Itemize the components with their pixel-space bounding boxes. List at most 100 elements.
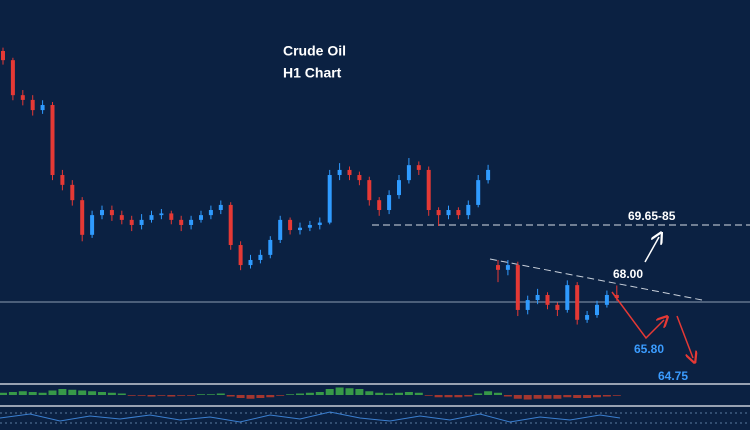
- candle-body: [614, 294, 619, 299]
- macd-bar: [335, 387, 344, 395]
- candle-body: [50, 105, 55, 176]
- macd-bar: [375, 392, 384, 395]
- candle-body: [337, 169, 342, 176]
- macd-bar: [583, 395, 592, 398]
- macd-bar: [563, 395, 572, 398]
- macd-bar: [286, 394, 295, 395]
- candle-body: [189, 219, 194, 225]
- candle-body: [307, 224, 312, 228]
- candle-body: [525, 300, 530, 310]
- candle-body: [585, 315, 590, 320]
- macd-bar: [305, 392, 314, 395]
- candle-body: [377, 200, 382, 211]
- candle-body: [416, 165, 421, 170]
- macd-bar: [38, 392, 47, 395]
- macd-bar: [58, 389, 67, 395]
- chart-subtitle: H1 Chart: [283, 65, 342, 81]
- macd-bar: [78, 390, 87, 395]
- macd-bar: [513, 395, 522, 399]
- macd-bar: [157, 395, 166, 396]
- macd-bar: [167, 395, 176, 397]
- candle-body: [30, 99, 35, 111]
- candle-body: [10, 60, 15, 96]
- macd-bar: [68, 389, 77, 395]
- macd-bar: [553, 395, 562, 399]
- candle-body: [595, 304, 599, 316]
- candle-body: [357, 175, 362, 181]
- candle-body: [545, 294, 550, 305]
- candle-body: [426, 169, 431, 211]
- arrow-down: [676, 315, 693, 358]
- macd-bar: [226, 395, 235, 397]
- macd-bar: [187, 395, 196, 396]
- macd-bar: [127, 395, 136, 396]
- macd-bar: [88, 391, 97, 395]
- macd-bar: [48, 390, 57, 395]
- arrow-up: [644, 237, 659, 263]
- macd-bar: [454, 395, 463, 398]
- annotation: 65.80: [634, 342, 664, 356]
- candle-body: [505, 265, 510, 270]
- macd-bar: [177, 395, 186, 396]
- macd-bar: [543, 395, 552, 399]
- macd-bar: [276, 395, 285, 396]
- macd-bar: [256, 395, 265, 398]
- macd-bar: [98, 392, 106, 395]
- candle-body: [496, 265, 500, 270]
- annotation: 64.75: [658, 369, 688, 383]
- macd-bar: [533, 395, 542, 399]
- candle-body: [565, 285, 570, 310]
- macd-bar: [197, 394, 205, 395]
- macd-bar: [385, 393, 394, 395]
- candle-body: [347, 169, 352, 176]
- candle-body: [70, 184, 75, 201]
- macd-bar: [206, 394, 215, 395]
- macd-bar: [434, 395, 443, 398]
- macd-bar: [236, 395, 245, 398]
- macd-bar: [28, 392, 37, 395]
- macd-bar: [345, 388, 354, 395]
- candle-body: [228, 204, 233, 246]
- macd-bar: [117, 393, 126, 395]
- macd-bar: [296, 393, 304, 395]
- candle-body: [119, 215, 124, 220]
- macd-bar: [503, 395, 512, 397]
- macd-bar: [147, 395, 156, 397]
- macd-bar: [266, 395, 275, 398]
- candle-body: [80, 200, 85, 235]
- macd-bar: [137, 395, 146, 396]
- macd-bar: [404, 392, 413, 395]
- candle-body: [60, 175, 65, 185]
- macd-bar: [355, 389, 364, 395]
- macd-bar: [365, 391, 374, 395]
- candle-body: [149, 215, 154, 220]
- candle-body: [248, 259, 253, 266]
- candle-body: [387, 195, 392, 211]
- annotation: 69.65-85: [628, 209, 676, 223]
- candle-body: [278, 219, 283, 240]
- candle-body: [555, 304, 560, 310]
- candle-body: [218, 204, 223, 211]
- macd-bar: [325, 389, 334, 395]
- macd-bar: [602, 395, 611, 397]
- candle-body: [208, 210, 213, 216]
- candle-body: [446, 210, 451, 216]
- macd-bar: [414, 392, 423, 395]
- macd-bar: [612, 395, 621, 396]
- candle-body: [575, 285, 580, 320]
- candle-body: [436, 210, 441, 216]
- candle-body: [317, 222, 322, 225]
- candle-body: [535, 294, 540, 301]
- candle-body: [367, 180, 372, 201]
- macd-bar: [424, 395, 433, 396]
- candle-body: [179, 219, 184, 225]
- candle-body: [169, 213, 174, 220]
- macd-bar: [464, 395, 473, 397]
- macd-bar: [216, 393, 225, 395]
- candle-body: [139, 219, 144, 225]
- candle-body: [129, 219, 134, 225]
- candle-body: [159, 213, 164, 216]
- arrow-down: [611, 291, 664, 340]
- candle-body: [327, 175, 332, 223]
